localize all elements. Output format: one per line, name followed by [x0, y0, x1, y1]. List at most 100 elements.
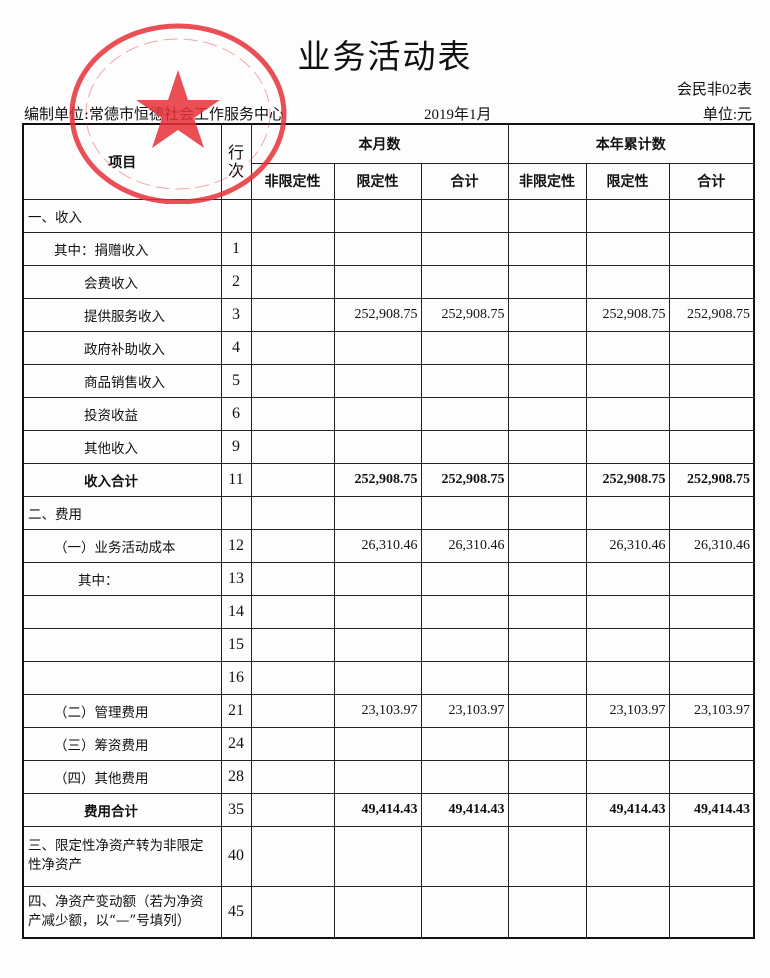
row-value: [507, 462, 587, 497]
row-value: [507, 561, 587, 596]
row-value: [250, 693, 335, 728]
row-value: [668, 429, 755, 464]
row-value: [668, 396, 755, 431]
row-value: [420, 726, 509, 761]
row-value: 252,908.75: [420, 297, 509, 332]
row-label: 提供服务收入: [22, 297, 222, 332]
currency-unit: 单位:元: [702, 107, 752, 123]
header-month-total: 合计: [420, 162, 509, 200]
row-line-number: 40: [220, 825, 252, 887]
row-value: [668, 885, 755, 939]
row-value: [250, 297, 335, 332]
row-value: [507, 429, 587, 464]
row-line-number: [220, 198, 252, 233]
row-value: [507, 330, 587, 365]
row-value: [585, 660, 670, 695]
table-row: 投资收益 6: [22, 396, 755, 431]
table-row: （一）业务活动成本 12 26,310.46 26,310.46 26,310.46 26…: [22, 528, 755, 563]
row-value: [507, 264, 587, 299]
row-value: [585, 627, 670, 662]
row-line-number: 5: [220, 363, 252, 398]
row-label: [22, 594, 222, 629]
organization: 编制单位:常德市恒德社会工作服务中心: [24, 105, 285, 123]
row-value: [507, 528, 587, 563]
row-label: [22, 660, 222, 695]
row-line-number: 11: [220, 462, 252, 497]
period: 2019年1月: [424, 107, 492, 123]
row-line-number: 9: [220, 429, 252, 464]
row-value: [585, 726, 670, 761]
row-value: [420, 429, 509, 464]
row-value: [420, 825, 509, 887]
row-value: [250, 594, 335, 629]
table-row: 其中：捐赠收入 1: [22, 231, 755, 266]
row-value: [333, 429, 422, 464]
row-value: [668, 660, 755, 695]
row-value: [668, 594, 755, 629]
row-value: [668, 759, 755, 794]
row-value: [250, 885, 335, 939]
table-row: 其他收入 9: [22, 429, 755, 464]
row-value: [250, 561, 335, 596]
header-year-unrestricted: 非限定性: [507, 162, 587, 200]
row-value: [668, 264, 755, 299]
row-value: [420, 396, 509, 431]
header-line: 行次: [220, 123, 252, 200]
row-value: [250, 231, 335, 266]
row-value: [333, 885, 422, 939]
row-line-number: 14: [220, 594, 252, 629]
row-value: [333, 363, 422, 398]
row-label: （三）筹资费用: [22, 726, 222, 761]
row-value: [250, 495, 335, 530]
row-value: [585, 198, 670, 233]
row-value: [668, 363, 755, 398]
table-row: 15: [22, 627, 755, 662]
row-value: [333, 231, 422, 266]
row-value: [420, 495, 509, 530]
activity-table: 项目 行次 本月数 本年累计数 非限定性 限定性 合计 非限定性 限定性 合计 …: [22, 123, 755, 939]
row-value: [585, 330, 670, 365]
page-title: 业务活动表: [297, 37, 473, 76]
row-value: [420, 330, 509, 365]
row-label: 会费收入: [22, 264, 222, 299]
header-year: 本年累计数: [507, 123, 755, 164]
row-value: 252,908.75: [668, 297, 755, 332]
row-line-number: 2: [220, 264, 252, 299]
row-value: 252,908.75: [668, 462, 755, 497]
row-value: [585, 561, 670, 596]
table-row: 三、限定性净资产转为非限定性净资产 40: [22, 825, 755, 887]
row-value: 23,103.97: [585, 693, 670, 728]
row-label: 政府补助收入: [22, 330, 222, 365]
row-label: （一）业务活动成本: [22, 528, 222, 563]
row-value: [333, 825, 422, 887]
header-month: 本月数: [250, 123, 509, 164]
header-month-unrestricted: 非限定性: [250, 162, 335, 200]
row-value: [668, 561, 755, 596]
row-line-number: 21: [220, 693, 252, 728]
row-value: [250, 429, 335, 464]
row-value: [668, 330, 755, 365]
row-value: [250, 660, 335, 695]
row-line-number: [220, 495, 252, 530]
row-line-number: 4: [220, 330, 252, 365]
row-value: [250, 198, 335, 233]
row-line-number: 1: [220, 231, 252, 266]
row-label: 三、限定性净资产转为非限定性净资产: [22, 825, 222, 887]
row-value: [507, 198, 587, 233]
row-value: [585, 396, 670, 431]
row-value: [585, 825, 670, 887]
row-value: [250, 363, 335, 398]
header-year-restricted: 限定性: [585, 162, 670, 200]
form-number: 会民非02表: [676, 82, 752, 98]
table-row: 费用合计 35 49,414.43 49,414.43 49,414.43 49,414.…: [22, 792, 755, 827]
row-label: （四）其他费用: [22, 759, 222, 794]
row-value: [507, 726, 587, 761]
row-value: [333, 495, 422, 530]
table-row: （三）筹资费用 24: [22, 726, 755, 761]
row-label: 费用合计: [22, 792, 222, 827]
row-value: 49,414.43: [585, 792, 670, 827]
row-value: [507, 297, 587, 332]
row-value: [420, 231, 509, 266]
row-value: [333, 264, 422, 299]
